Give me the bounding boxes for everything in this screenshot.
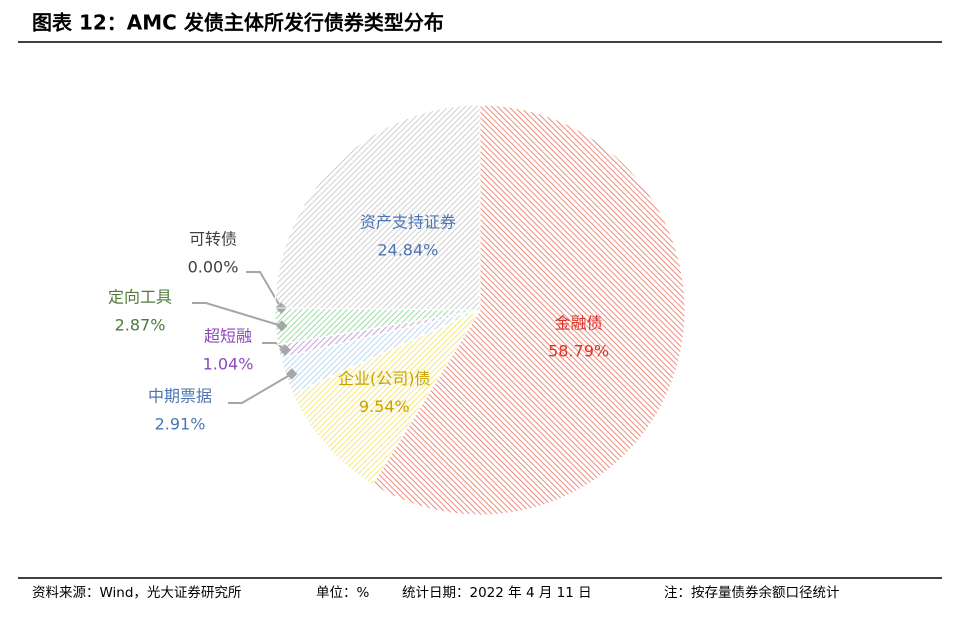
pie-slice <box>292 308 482 486</box>
slice-label: 定向工具 <box>108 288 172 307</box>
slice-value-label: 24.84% <box>377 241 438 260</box>
slice-label: 超短融 <box>204 327 252 346</box>
footer-note: 注：按存量债券余额口径统计 <box>664 584 840 601</box>
slice-label: 企业(公司)债 <box>338 369 431 388</box>
leader-line <box>246 271 283 309</box>
chart-title: 图表 12：AMC 发债主体所发行债券类型分布 <box>32 11 444 35</box>
pie-slice <box>274 104 481 311</box>
slice-value-label: 0.00% <box>188 258 239 277</box>
slice-label: 金融债 <box>555 313 603 332</box>
leader-line <box>228 373 293 404</box>
slice-label: 可转债 <box>189 230 237 249</box>
slice-value-label: 2.91% <box>155 415 206 434</box>
slice-label: 资产支持证券 <box>360 213 456 232</box>
slice-value-label: 58.79% <box>548 341 609 360</box>
footer-source: 资料来源：Wind，光大证券研究所 <box>32 585 241 601</box>
slice-value-label: 2.87% <box>115 316 166 335</box>
leader-marker <box>286 368 298 380</box>
slice-label: 中期票据 <box>148 387 212 406</box>
leader-line <box>192 302 283 327</box>
pie-slice <box>371 104 686 516</box>
footer-unit: 单位：% <box>316 585 369 601</box>
footer-date: 统计日期：2022 年 4 月 11 日 <box>402 585 592 601</box>
slice-value-label: 9.54% <box>359 397 410 416</box>
leader-marker <box>279 344 291 356</box>
leader-marker <box>276 320 288 332</box>
slice-value-label: 1.04% <box>203 355 254 374</box>
